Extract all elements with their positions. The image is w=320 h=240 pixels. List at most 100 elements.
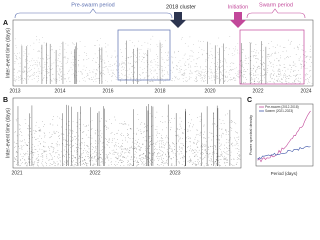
point xyxy=(32,152,34,153)
point xyxy=(59,157,61,158)
point xyxy=(207,153,209,154)
point xyxy=(164,147,165,149)
point xyxy=(100,72,102,73)
point xyxy=(13,71,15,73)
point xyxy=(293,70,294,72)
point xyxy=(95,159,97,160)
point xyxy=(281,82,282,83)
point xyxy=(149,153,151,154)
point xyxy=(216,69,218,70)
point xyxy=(196,150,197,152)
point xyxy=(70,151,72,152)
point xyxy=(39,64,41,66)
point xyxy=(68,132,70,134)
point xyxy=(14,147,15,148)
point xyxy=(109,74,111,75)
point xyxy=(126,129,128,130)
point xyxy=(160,140,162,141)
point xyxy=(143,157,144,159)
point xyxy=(210,50,212,52)
point xyxy=(52,119,54,120)
point xyxy=(230,159,232,160)
point xyxy=(87,73,89,75)
point xyxy=(104,63,106,65)
point xyxy=(38,141,40,142)
point xyxy=(149,147,150,149)
point xyxy=(257,74,259,76)
point xyxy=(103,72,104,74)
point xyxy=(225,159,227,160)
point xyxy=(234,54,236,56)
point xyxy=(118,156,119,158)
point xyxy=(222,75,224,77)
point xyxy=(164,145,165,146)
point xyxy=(140,80,142,81)
point xyxy=(287,56,289,58)
point xyxy=(155,117,156,119)
point xyxy=(272,81,274,83)
point xyxy=(270,55,272,57)
point xyxy=(156,66,158,68)
point xyxy=(228,145,230,147)
point xyxy=(28,53,30,55)
point xyxy=(143,164,144,166)
point xyxy=(205,145,207,147)
point xyxy=(302,50,304,51)
point xyxy=(171,158,172,160)
point xyxy=(283,67,285,68)
point xyxy=(121,150,123,152)
point xyxy=(89,79,90,80)
point xyxy=(52,157,53,159)
point xyxy=(156,126,158,128)
point xyxy=(199,164,201,166)
point xyxy=(289,64,291,66)
point xyxy=(135,147,137,149)
point xyxy=(302,53,304,55)
point xyxy=(35,131,37,132)
point xyxy=(111,164,112,165)
point xyxy=(216,45,218,47)
point xyxy=(185,69,187,70)
point xyxy=(49,132,50,134)
point xyxy=(178,162,180,164)
point xyxy=(17,72,19,74)
point xyxy=(193,44,194,45)
point xyxy=(251,74,252,75)
point xyxy=(176,142,178,144)
point xyxy=(75,165,77,166)
point xyxy=(224,158,225,159)
point xyxy=(214,76,216,78)
point xyxy=(118,162,119,163)
point xyxy=(274,78,276,80)
point xyxy=(91,119,93,121)
point xyxy=(196,70,197,72)
point xyxy=(174,80,175,82)
point xyxy=(94,156,96,157)
point xyxy=(270,75,272,77)
point xyxy=(199,70,201,72)
point xyxy=(162,78,163,80)
point xyxy=(48,147,50,149)
point xyxy=(238,75,240,77)
point xyxy=(198,149,200,151)
point xyxy=(36,64,38,66)
point xyxy=(51,63,53,65)
point xyxy=(238,72,240,74)
point xyxy=(227,154,229,155)
point xyxy=(121,123,123,124)
point xyxy=(131,156,132,158)
point xyxy=(89,72,91,73)
point xyxy=(114,146,115,148)
point xyxy=(92,165,94,166)
point xyxy=(43,165,44,167)
point xyxy=(76,80,78,82)
point xyxy=(193,59,195,61)
point xyxy=(229,70,230,71)
point xyxy=(121,151,123,153)
point xyxy=(210,158,212,159)
point xyxy=(267,58,269,60)
point xyxy=(23,72,25,73)
point xyxy=(249,42,250,44)
point xyxy=(198,159,199,161)
point xyxy=(134,60,136,62)
